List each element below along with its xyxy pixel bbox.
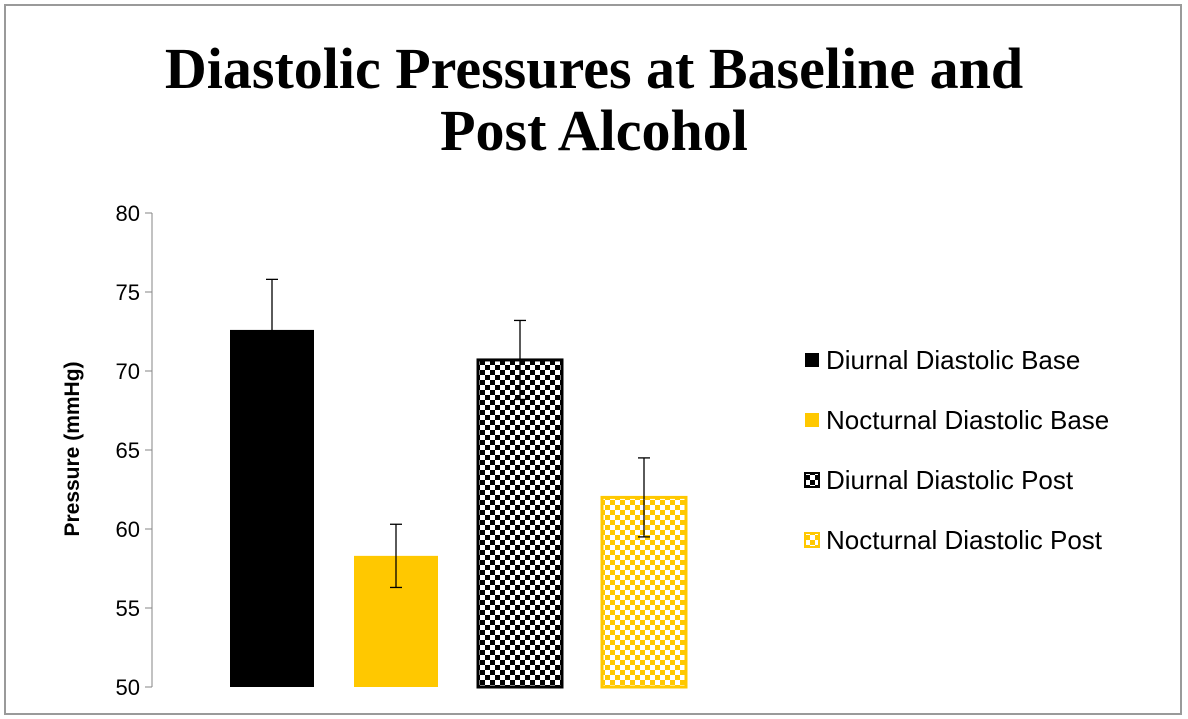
legend-swatch	[804, 472, 820, 488]
y-tick-label: 65	[116, 438, 140, 463]
legend-swatch	[805, 353, 819, 367]
chart-title-line-1: Diastolic Pressures at Baseline and	[164, 36, 1024, 101]
bar-3	[476, 358, 564, 689]
error-bars	[266, 278, 650, 589]
y-tick-label: 50	[116, 675, 140, 700]
chart-title-line-2: Post Alcohol	[440, 98, 748, 163]
y-tick-label: 70	[116, 359, 140, 384]
bar-1	[230, 329, 314, 687]
legend-swatch	[805, 413, 819, 427]
y-tick-label: 60	[116, 517, 140, 542]
legend-swatch	[804, 532, 820, 548]
y-axis-label: Pressure (mmHg)	[61, 361, 84, 536]
y-axis: 50 55 60 65 70 75 80	[116, 201, 153, 700]
legend: Diurnal Diastolic Base Nocturnal Diastoli…	[804, 345, 1109, 555]
legend-label: Nocturnal Diastolic Post	[826, 525, 1103, 555]
y-tick-label: 75	[116, 280, 140, 305]
y-tick-label: 80	[116, 201, 140, 226]
chart-frame	[4, 4, 1182, 715]
bars	[230, 329, 688, 689]
bar-4	[600, 495, 688, 689]
legend-label: Diurnal Diastolic Base	[826, 345, 1080, 375]
y-tick-label: 55	[116, 596, 140, 621]
legend-label: Diurnal Diastolic Post	[826, 465, 1074, 495]
chart-title: Diastolic Pressures at Baseline and Post…	[0, 38, 1188, 162]
legend-label: Nocturnal Diastolic Base	[826, 405, 1109, 435]
